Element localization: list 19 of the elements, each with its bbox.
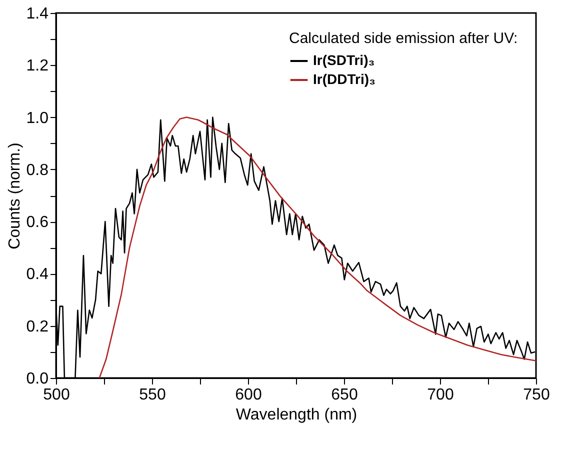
y-tick-label: 1.2 <box>26 58 49 75</box>
x-axis-title: Wavelength (nm) <box>236 406 358 424</box>
x-tick-label: 650 <box>331 386 358 404</box>
x-tick-label: 750 <box>523 386 550 404</box>
y-tick-label: 1.4 <box>26 6 49 22</box>
x-tick-label: 550 <box>139 386 166 404</box>
y-tick-label: 0.8 <box>26 162 49 179</box>
y-tick-label: 1.0 <box>26 110 49 127</box>
x-tick-label: 500 <box>43 386 70 404</box>
x-tick-label: 700 <box>427 386 454 404</box>
y-tick-label: 0.4 <box>26 266 49 284</box>
legend-label: Ir(SDTri)₃ <box>313 52 375 68</box>
x-tick-label: 600 <box>235 386 262 404</box>
y-tick-label: 0.0 <box>26 370 49 388</box>
legend-title: Calculated side emission after UV: <box>289 30 518 47</box>
y-axis-title: Counts (norm.) <box>6 142 24 250</box>
y-tick-label: 0.6 <box>26 214 49 232</box>
y-tick-label: 0.2 <box>26 318 49 336</box>
legend-label: Ir(DDTri)₃ <box>313 71 376 87</box>
